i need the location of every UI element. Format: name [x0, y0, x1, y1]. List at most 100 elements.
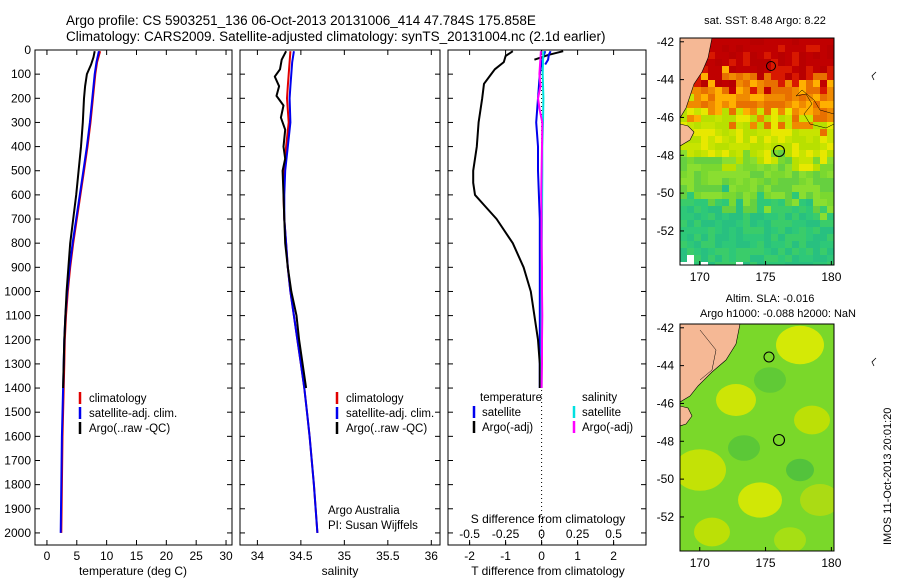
sst-cell — [701, 199, 708, 206]
sst-cell — [736, 129, 743, 136]
sst-cell — [806, 66, 813, 73]
sst-cell — [827, 115, 834, 122]
sst-cell — [694, 150, 701, 157]
sst-cell — [827, 157, 834, 164]
sst-cell — [729, 192, 736, 199]
sst-cell — [743, 52, 750, 59]
sst-cell — [771, 38, 778, 45]
sst-cell — [792, 52, 799, 59]
sst-cell — [722, 262, 729, 265]
sst-cell — [799, 171, 806, 178]
series-line — [544, 50, 552, 66]
sst-cell — [806, 80, 813, 87]
sst-cell — [722, 150, 729, 157]
sst-cell — [792, 227, 799, 234]
series-line — [472, 50, 541, 388]
sst-map-title: sat. SST: 8.48 Argo: 8.22 — [704, 15, 826, 27]
sst-cell — [778, 87, 785, 94]
sst-cell — [806, 171, 813, 178]
sst-cell — [687, 178, 694, 185]
sst-cell — [785, 101, 792, 108]
sst-cell — [708, 262, 715, 265]
sst-cell — [743, 108, 750, 115]
sst-cell — [778, 101, 785, 108]
sst-cell — [750, 185, 757, 192]
sst-cell — [722, 171, 729, 178]
sst-cell — [708, 143, 715, 150]
sst-cell — [750, 150, 757, 157]
sst-cell — [820, 255, 827, 262]
sst-cell — [785, 59, 792, 66]
sst-cell — [757, 248, 764, 255]
sst-cell — [799, 157, 806, 164]
sst-cell — [743, 94, 750, 101]
sst-cell — [687, 255, 694, 262]
sst-cell — [687, 192, 694, 199]
sst-cell — [750, 94, 757, 101]
sst-cell — [792, 80, 799, 87]
sst-cell — [806, 199, 813, 206]
sst-cell — [750, 213, 757, 220]
sst-cell — [799, 185, 806, 192]
sst-cell — [757, 87, 764, 94]
sst-cell — [708, 206, 715, 213]
temperature-series — [59, 50, 102, 533]
sst-cell — [729, 52, 736, 59]
sst-cell — [785, 94, 792, 101]
sst-cell — [785, 122, 792, 129]
y-tick-label: 1200 — [4, 333, 31, 347]
sst-cell — [701, 66, 708, 73]
sst-cell — [757, 185, 764, 192]
legend-heading-salinity: salinity — [582, 392, 617, 404]
sst-cell — [785, 164, 792, 171]
sst-cell — [750, 171, 757, 178]
sst-cell — [708, 227, 715, 234]
sla-land-stewart-island — [680, 405, 693, 427]
sst-cell — [743, 213, 750, 220]
sst-cell — [736, 150, 743, 157]
sst-cell — [694, 129, 701, 136]
y-tick-label: 100 — [11, 67, 31, 81]
sst-cell — [687, 227, 694, 234]
x2-tick-label: 0.25 — [566, 527, 590, 541]
sst-cell — [827, 213, 834, 220]
sst-cell — [687, 122, 694, 129]
sst-cell — [813, 199, 820, 206]
sst-cell — [729, 136, 736, 143]
sst-cell — [743, 227, 750, 234]
temperature-legend: climatology satellite-adj. clim. Argo(..… — [78, 392, 177, 435]
series-line — [537, 51, 544, 389]
sla-contour — [699, 329, 717, 381]
sst-cell — [792, 129, 799, 136]
legend-heading-temperature: temperature — [480, 392, 542, 404]
sst-cell — [827, 178, 834, 185]
x-tick-label: 5 — [73, 549, 80, 563]
sst-cell — [778, 199, 785, 206]
sst-cell — [764, 129, 771, 136]
figure-title-line1: Argo profile: CS 5903251_136 06-Oct-2013… — [66, 13, 536, 28]
sst-cell — [729, 73, 736, 80]
sst-cell — [729, 248, 736, 255]
sst-cell — [750, 241, 757, 248]
sst-cell — [708, 220, 715, 227]
sla-map-frame — [679, 323, 835, 552]
sst-cell — [729, 199, 736, 206]
sst-cell — [792, 178, 799, 185]
sst-cell — [771, 227, 778, 234]
sst-cell — [715, 206, 722, 213]
sst-cell — [757, 45, 764, 52]
sst-cell — [701, 115, 708, 122]
sst-cell — [729, 185, 736, 192]
sst-cell — [778, 220, 785, 227]
x2-tick-label: 0.5 — [605, 527, 622, 541]
sst-cell — [680, 206, 687, 213]
sst-cell — [743, 66, 750, 73]
sst-cell — [827, 59, 834, 66]
x-tick-label: 36 — [425, 549, 439, 563]
x-tick-label: 35.5 — [376, 549, 400, 563]
salinity-series — [273, 50, 319, 533]
sst-cell — [757, 59, 764, 66]
sst-cell — [806, 255, 813, 262]
sst-cell — [722, 192, 729, 199]
x-tick-label: 34 — [251, 549, 265, 563]
